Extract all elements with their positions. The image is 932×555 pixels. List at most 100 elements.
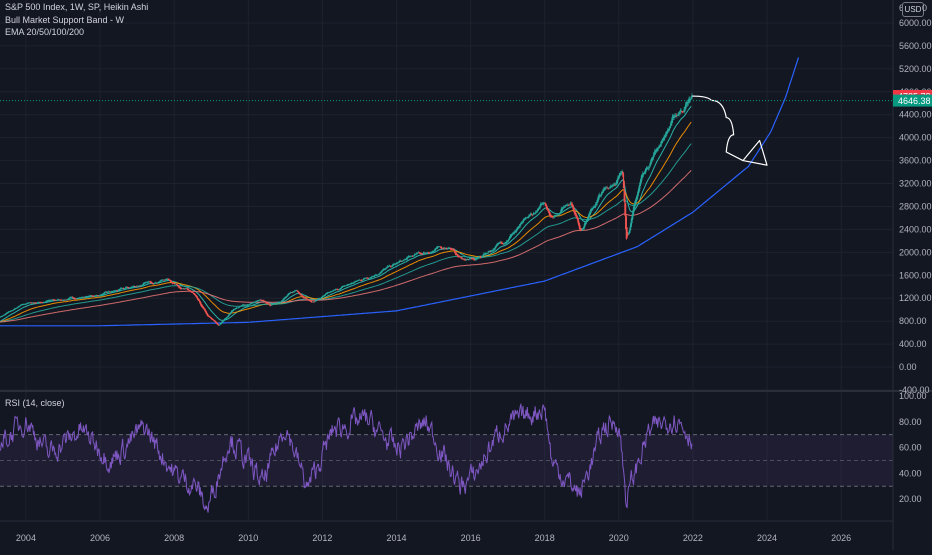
- candle-body: [305, 298, 308, 300]
- candle-body: [113, 290, 115, 292]
- legend-rsi[interactable]: RSI (14, close): [5, 398, 65, 408]
- candle-body: [20, 304, 22, 306]
- candle-body: [453, 249, 455, 251]
- candle-body: [509, 235, 511, 239]
- candle-body: [688, 99, 690, 102]
- candle-body: [371, 276, 373, 278]
- candle-body: [42, 302, 44, 304]
- candle-body: [541, 203, 543, 205]
- rsi-axis[interactable]: 100.00 80.00 60.00 40.00 20.00: [899, 391, 927, 504]
- candle-body: [168, 278, 170, 280]
- candle-body: [92, 295, 94, 297]
- currency-badge[interactable]: USD: [902, 2, 924, 17]
- legend-indicator-ema[interactable]: EMA 20/50/100/200: [5, 27, 85, 37]
- candle-body: [382, 269, 384, 272]
- candle-body: [614, 185, 616, 186]
- candle-body: [483, 253, 485, 256]
- candle-body: [211, 318, 213, 320]
- candle-body: [672, 116, 674, 118]
- candle-body: [206, 311, 208, 315]
- candle-body: [684, 106, 686, 111]
- candle-body: [185, 288, 187, 290]
- candle-body: [258, 300, 260, 301]
- candle-body: [109, 291, 112, 293]
- candle-body: [240, 305, 243, 307]
- candle-body: [22, 304, 24, 305]
- candle-body: [26, 303, 28, 305]
- candle-body: [676, 115, 678, 117]
- candle-body: [654, 149, 657, 153]
- candle-body: [63, 299, 65, 301]
- candle-body: [520, 222, 522, 226]
- candle-body: [123, 288, 125, 290]
- candle-body: [309, 300, 311, 302]
- candle-body: [131, 286, 133, 288]
- candle-body: [280, 301, 283, 302]
- candle-body: [38, 302, 40, 303]
- candle-body: [301, 294, 303, 297]
- candle-body: [404, 258, 406, 260]
- legend-indicator-bull-band[interactable]: Bull Market Support Band - W: [5, 15, 125, 25]
- time-axis[interactable]: 2004 2006 2008 2010 2012 2014 2016 2018 2020 2022…: [16, 533, 851, 543]
- candle-body: [620, 171, 622, 174]
- candle-body: [354, 281, 357, 283]
- candle-body: [574, 211, 576, 215]
- candle-body: [570, 202, 572, 205]
- candle-body: [496, 244, 498, 247]
- candle-body: [654, 150, 656, 155]
- candle-body: [489, 251, 491, 253]
- candle-body: [646, 168, 648, 170]
- candle-body: [542, 203, 544, 205]
- candle-body: [460, 256, 462, 258]
- candle-body: [640, 179, 642, 186]
- candle-body: [178, 286, 181, 288]
- candle-body: [205, 310, 207, 314]
- candle-body: [62, 299, 64, 301]
- candle-body: [557, 214, 559, 216]
- candle-body: [579, 225, 581, 231]
- candle-body: [408, 256, 410, 258]
- candle-body: [419, 253, 422, 254]
- candle-body: [522, 220, 524, 223]
- candle-body: [419, 252, 421, 254]
- candle-body: [535, 211, 537, 214]
- candle-body: [251, 302, 253, 304]
- candle-body: [324, 294, 326, 296]
- candle-body: [659, 144, 662, 147]
- candle-body: [100, 294, 102, 296]
- candle-body: [90, 295, 92, 297]
- candle-body: [602, 189, 605, 192]
- candle-body: [163, 279, 165, 281]
- candle-body: [2, 315, 4, 317]
- candle-body: [446, 247, 449, 249]
- candle-body: [176, 284, 179, 286]
- candle-body: [135, 286, 137, 288]
- candle-body: [480, 256, 482, 258]
- candle-body: [241, 305, 243, 306]
- candle-body: [575, 214, 578, 219]
- candle-body: [414, 253, 417, 255]
- candle-body: [412, 255, 414, 257]
- candle-body: [475, 259, 477, 260]
- candle-body: [406, 257, 408, 260]
- ema50-line: [0, 121, 692, 323]
- candle-body: [526, 217, 528, 219]
- candle-body: [283, 298, 285, 301]
- candle-body: [19, 305, 21, 307]
- candle-body: [25, 303, 27, 305]
- candle-body: [356, 280, 358, 282]
- candle-body: [240, 305, 242, 307]
- candle-body: [545, 203, 547, 207]
- candle-body: [636, 194, 638, 200]
- candle-body: [674, 115, 677, 117]
- candle-body: [12, 310, 14, 311]
- legend-symbol[interactable]: S&P 500 Index, 1W, SP, Heikin Ashi: [5, 2, 149, 12]
- candle-body: [300, 293, 302, 296]
- candle-body: [279, 301, 281, 303]
- time-tick-label: 2004: [16, 533, 36, 543]
- candle-body: [188, 290, 191, 292]
- price-tick-label: 2400.00: [899, 224, 932, 234]
- candle-body: [110, 291, 112, 293]
